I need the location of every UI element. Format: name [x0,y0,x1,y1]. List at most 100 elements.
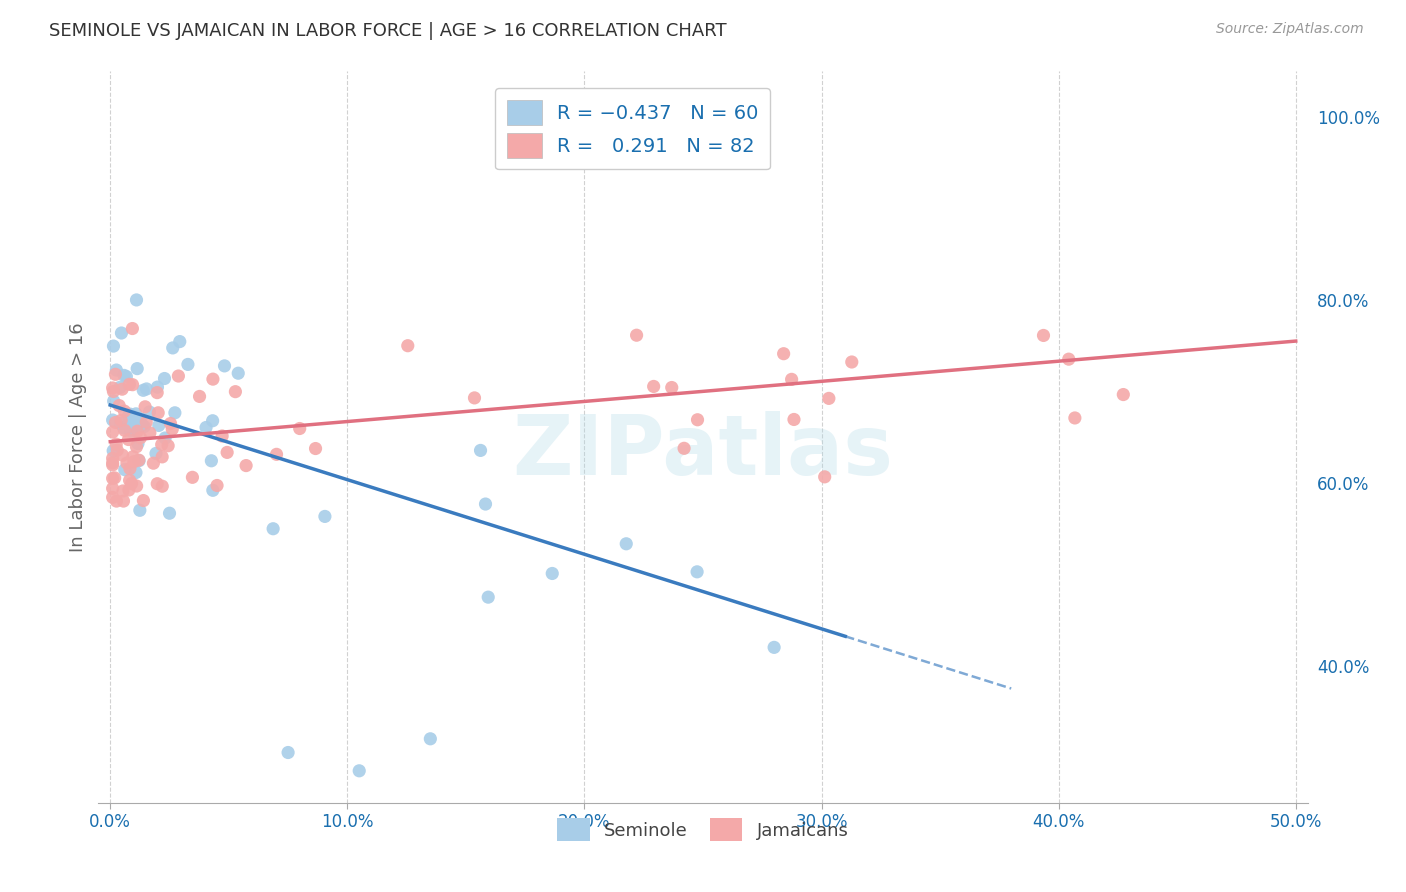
Point [114,424,136,438]
Point [200,454,222,468]
Point [105,437,128,451]
Point [148,418,170,433]
Point [217,445,239,459]
Point [120,424,142,438]
Y-axis label: In Labor Force | Age > 16: In Labor Force | Age > 16 [69,322,87,552]
Point [139,425,162,440]
Point [105,363,128,377]
Point [101,482,124,496]
Point [111,382,134,396]
Point [131,417,153,432]
Point [101,458,124,472]
Point [419,731,441,746]
Point [122,455,145,469]
Point [112,421,135,435]
Point [146,380,169,394]
Point [153,371,176,385]
Point [159,417,181,431]
Point [201,483,224,498]
Point [103,384,125,399]
Point [118,377,141,392]
Point [214,359,236,373]
Point [146,385,169,400]
Point [159,506,181,520]
Point [104,471,127,485]
Point [101,451,124,466]
Point [818,392,841,406]
Point [108,380,131,394]
Point [148,406,170,420]
Point [201,372,224,386]
Point [129,431,152,445]
Point [347,764,370,778]
Point [127,361,149,376]
Point [146,476,169,491]
Point [150,450,173,464]
Point [541,566,564,581]
Point [396,339,419,353]
Point [201,414,224,428]
Point [177,358,200,372]
Point [474,497,496,511]
Point [125,407,148,421]
Point [614,537,637,551]
Point [115,369,138,384]
Point [463,391,485,405]
Point [110,413,132,427]
Point [135,415,157,429]
Point [101,413,124,427]
Point [101,381,124,395]
Point [763,640,786,655]
Point [226,366,249,380]
Point [118,419,141,434]
Text: SEMINOLE VS JAMAICAN IN LABOR FORCE | AGE > 16 CORRELATION CHART: SEMINOLE VS JAMAICAN IN LABOR FORCE | AG… [49,22,727,40]
Point [132,493,155,508]
Point [122,450,145,464]
Point [121,476,143,491]
Point [121,377,143,392]
Point [195,420,218,434]
Point [134,400,156,414]
Point [118,461,141,475]
Point [122,422,145,436]
Point [129,412,152,426]
Text: Source: ZipAtlas.com: Source: ZipAtlas.com [1216,22,1364,37]
Point [135,382,157,396]
Point [105,443,128,458]
Point [277,746,299,760]
Point [626,328,648,343]
Point [125,466,148,480]
Point [118,473,141,487]
Point [110,326,132,340]
Point [841,355,863,369]
Point [783,412,806,426]
Point [288,421,311,435]
Point [153,431,176,445]
Point [1057,352,1080,367]
Point [169,334,191,349]
Point [127,424,149,438]
Point [104,416,127,430]
Point [1032,328,1054,343]
Point [150,437,173,451]
Point [118,483,141,497]
Point [661,380,683,394]
Point [132,384,155,398]
Point [162,341,184,355]
Point [138,405,160,419]
Point [772,347,794,361]
Point [101,425,124,439]
Point [121,321,143,335]
Point [157,439,180,453]
Point [128,503,150,517]
Point [814,470,837,484]
Point [128,453,150,467]
Point [120,414,142,428]
Point [125,293,148,307]
Point [117,433,139,447]
Point [1063,411,1085,425]
Point [127,436,149,450]
Point [188,389,211,403]
Point [470,443,492,458]
Point [643,379,665,393]
